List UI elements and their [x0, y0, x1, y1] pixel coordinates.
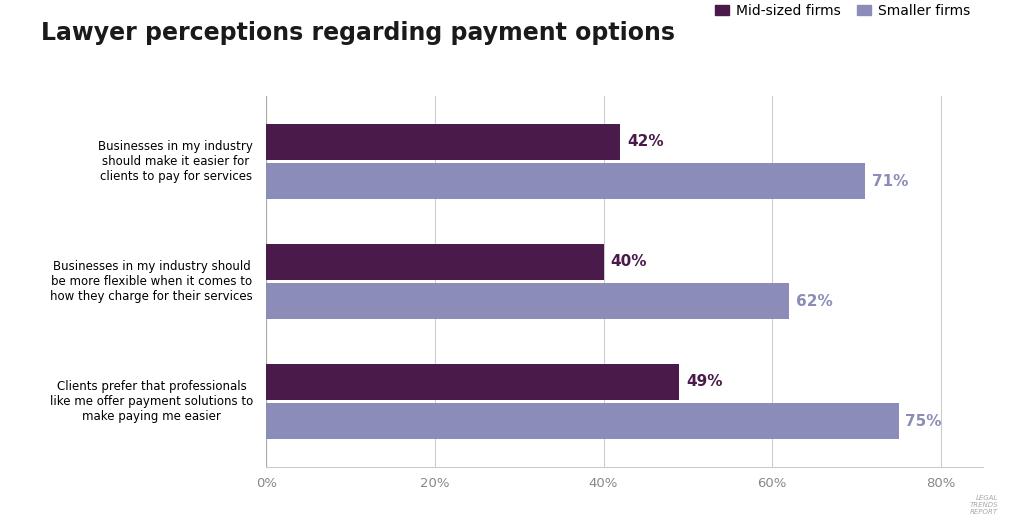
- Bar: [266, 364, 680, 399]
- Text: 42%: 42%: [627, 134, 664, 149]
- Bar: [266, 283, 790, 319]
- Legend: Mid-sized firms, Smaller firms: Mid-sized firms, Smaller firms: [710, 0, 976, 23]
- Text: 62%: 62%: [796, 294, 833, 309]
- Text: 40%: 40%: [610, 254, 647, 269]
- Bar: [266, 244, 603, 280]
- Bar: [266, 124, 621, 160]
- Text: LEGAL
TRENDS
REPORT: LEGAL TRENDS REPORT: [970, 495, 998, 515]
- Text: 71%: 71%: [871, 174, 908, 189]
- Text: Lawyer perceptions regarding payment options: Lawyer perceptions regarding payment opt…: [41, 21, 675, 45]
- Bar: [266, 403, 899, 439]
- Text: 75%: 75%: [905, 414, 942, 429]
- Text: 49%: 49%: [686, 374, 723, 389]
- Bar: [266, 164, 865, 199]
